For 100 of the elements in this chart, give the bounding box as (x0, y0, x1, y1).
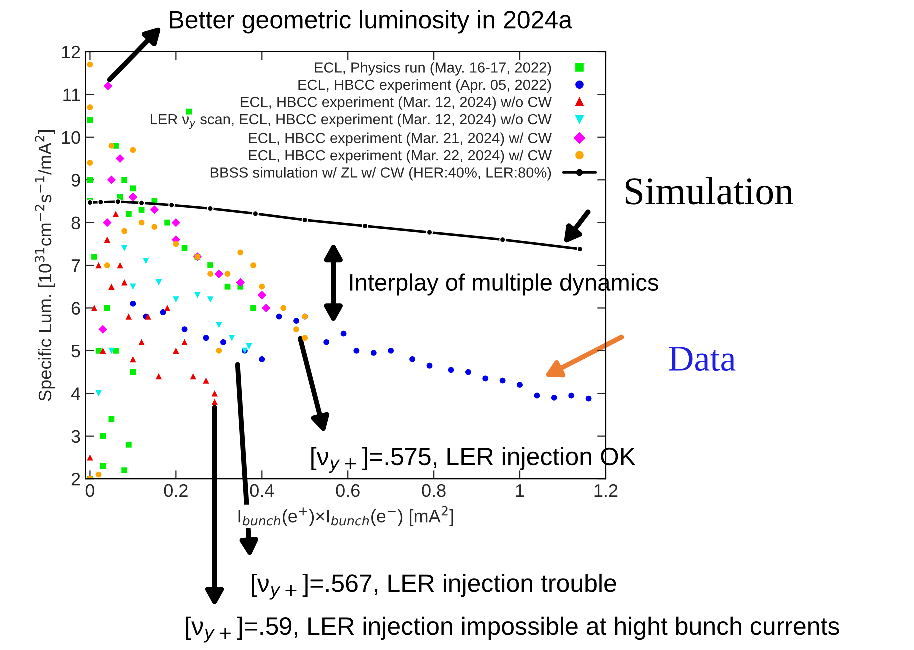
text: [ν$_{y+}$]=.567, LER injection trouble (252, 574, 616, 600)
text: [ν$_{y+}$]=.59, LER injection impossible at hight bunch currents (186, 616, 840, 643)
point (236, 278, 246, 287)
legend-label: LER ν$_{y}$ scan, ECL, HBCC experiment (Mar. 12, 2024) w/o CW (151, 114, 552, 130)
point (156, 280, 162, 286)
point (126, 314, 132, 320)
point (208, 262, 214, 268)
y-tick-label: 8 (72, 216, 80, 230)
y-tick-label: 4 (71, 388, 81, 400)
point (294, 318, 300, 324)
legend-label: BBSS simulation w/ ZL w/ CW (HER:40%, LER:80%) (210, 167, 552, 181)
x-tick-label: 0.2 (164, 484, 188, 498)
point (138, 207, 145, 213)
point (482, 376, 489, 382)
point (212, 399, 218, 406)
legend-label: ECL, HBCC experiment (Mar. 21, 2024) w/ CW (249, 132, 552, 146)
y-tick-label: 3 (72, 430, 80, 444)
x-tick-label: 1 (516, 484, 524, 497)
point (203, 378, 210, 384)
point (324, 339, 330, 346)
point (121, 245, 128, 252)
x-tick-label: 0.4 (250, 484, 274, 498)
point (122, 228, 128, 234)
point (173, 296, 180, 303)
point (108, 143, 115, 149)
point (410, 356, 416, 362)
point (130, 284, 136, 290)
point (130, 356, 136, 363)
point (96, 472, 102, 478)
x-tick-label: 0 (86, 484, 95, 498)
point (126, 211, 132, 218)
point (130, 147, 136, 154)
point (466, 369, 472, 376)
point (426, 362, 433, 369)
point (104, 305, 110, 312)
point (98, 199, 104, 206)
y-tick-label: 9 (72, 174, 80, 187)
point (107, 176, 116, 185)
point (117, 262, 124, 269)
text: I$_{bunch}$(e$^{+}$)×I$_{bunch}$(e$^{−}$) [mA$^{2}$] (238, 506, 454, 526)
point (96, 390, 102, 397)
point (258, 291, 267, 300)
point (172, 218, 181, 228)
point (92, 254, 98, 260)
point (568, 392, 575, 399)
point (182, 245, 188, 252)
point (186, 108, 192, 115)
point (113, 348, 119, 354)
point (259, 284, 266, 290)
point (370, 350, 377, 356)
y-tick-label: 11 (64, 88, 80, 102)
point (238, 250, 244, 256)
point (448, 367, 454, 374)
point (250, 305, 256, 312)
point (112, 211, 120, 218)
y-tick-label: 5 (72, 345, 80, 358)
point (224, 271, 231, 278)
point (156, 373, 162, 380)
point (276, 314, 282, 320)
point (228, 335, 236, 342)
text: Specific Lum. [10$^{31}$cm$^{−2}$s$^{−1}$/mA$^{2}$] (35, 130, 56, 402)
y-tick-label: 6 (72, 302, 80, 315)
point (126, 442, 132, 448)
point (98, 325, 108, 334)
point (128, 192, 138, 202)
point (122, 468, 128, 474)
point (100, 433, 106, 440)
point (164, 220, 171, 226)
legend-label: ECL, HBCC experiment (Mar. 12, 2024) w/o CW (241, 96, 552, 110)
point (551, 394, 558, 401)
point (220, 339, 226, 346)
legend-label: ECL, HBCC experiment (Apr. 05, 2022) (298, 79, 552, 94)
point (214, 270, 224, 278)
y-tick-label: 2 (72, 472, 80, 486)
point (87, 104, 94, 110)
point (190, 373, 196, 380)
point (121, 280, 128, 286)
point (246, 344, 252, 350)
point (152, 224, 158, 230)
text: Data (669, 347, 736, 372)
point (302, 335, 308, 342)
point (500, 236, 506, 244)
point (142, 258, 150, 264)
y-tick-label: 7 (72, 260, 80, 272)
point (130, 369, 136, 376)
point (224, 284, 231, 290)
point (208, 271, 214, 278)
x-tick-label: 0.6 (336, 484, 360, 498)
point (262, 304, 271, 313)
point (96, 262, 102, 269)
point (104, 236, 111, 244)
point (87, 454, 94, 461)
y-tick-label: 12 (62, 46, 80, 59)
point (130, 186, 136, 192)
point (108, 348, 115, 354)
point (104, 82, 113, 91)
point (116, 154, 125, 164)
point (207, 296, 214, 303)
point (168, 202, 176, 209)
point (280, 305, 287, 312)
